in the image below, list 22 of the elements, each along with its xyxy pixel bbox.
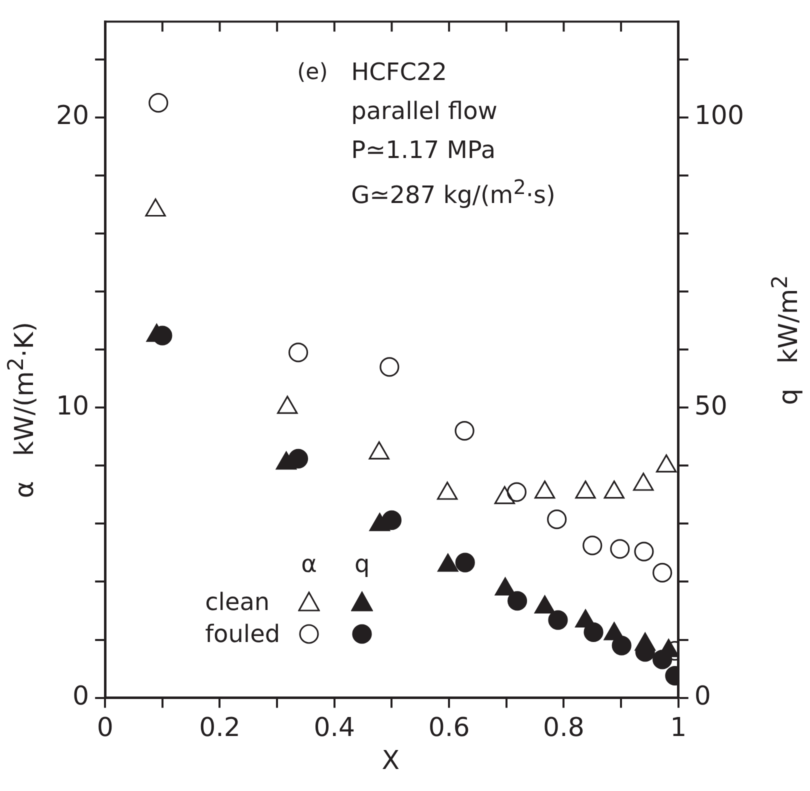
y2-tick-label: 100 bbox=[694, 101, 744, 132]
y-tick-label: 10 bbox=[56, 391, 90, 422]
x-tick-label: 0.8 bbox=[543, 713, 584, 744]
x-axis-title: X bbox=[382, 746, 400, 776]
annotation: α bbox=[301, 550, 317, 578]
legend-label: clean bbox=[205, 588, 270, 616]
x-tick-label: 1 bbox=[670, 713, 687, 744]
x-tick-label: 0.4 bbox=[314, 713, 356, 744]
y2-tick-label: 50 bbox=[694, 391, 728, 422]
annotation: P≃1.17 MPa bbox=[351, 136, 496, 164]
annotation: q bbox=[354, 550, 370, 578]
x-tick-label: 0.2 bbox=[199, 713, 240, 744]
annotation: HCFC22 bbox=[351, 58, 447, 86]
x-tick-label: 0.6 bbox=[428, 713, 470, 744]
y-tick-label: 0 bbox=[72, 682, 90, 712]
annotation: G≃287 kg/(m$^{2}$·s) bbox=[351, 174, 556, 209]
x-tick-label: 0 bbox=[96, 713, 114, 744]
annotation: parallel flow bbox=[351, 96, 498, 125]
y2-tick-label: 0 bbox=[694, 682, 711, 712]
annotation: (e) bbox=[297, 60, 328, 85]
legend-label: fouled bbox=[205, 620, 280, 648]
y-tick-label: 20 bbox=[56, 101, 90, 132]
